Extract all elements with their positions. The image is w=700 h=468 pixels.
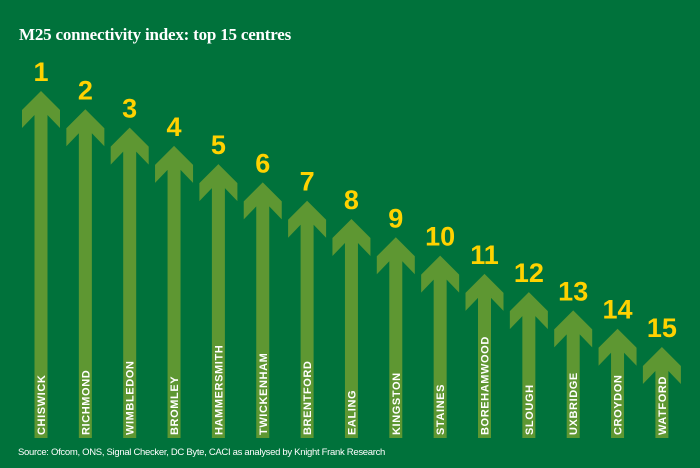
centre-label: RICHMOND [80,370,92,435]
centre-label: BOREHAMWOOD [480,336,492,435]
arrow-kingston: 9 KINGSTON [376,203,415,438]
rank-label: 3 [122,94,137,124]
arrow-watford: 15 WATFORD [642,313,681,438]
arrow-hammersmith: 5 HAMMERSMITH [199,130,238,438]
rank-label: 13 [558,276,588,306]
centre-label: WIMBLEDON [125,361,137,435]
rank-label: 10 [425,222,455,252]
arrow-shape [376,237,415,438]
arrow-croydon: 14 CROYDON [598,295,637,438]
rank-label: 4 [167,112,182,142]
arrow-ealing: 8 EALING [332,185,371,438]
arrow-bromley: 4 BROMLEY [155,112,194,438]
arrow-wimbledon: 3 WIMBLEDON [110,94,149,439]
arrow-shape [22,91,60,438]
arrow-borehamwood: 11 BOREHAMWOOD [465,240,504,438]
rank-label: 7 [300,167,315,197]
arrow-richmond: 2 RICHMOND [66,75,105,439]
rank-label: 14 [603,295,633,325]
arrow-shape [598,328,637,438]
centre-label: BROMLEY [169,376,181,435]
arrow-shape [199,164,238,438]
arrow-shape [288,200,327,438]
rank-label: 6 [255,148,270,178]
arrow-chiswick: 1 CHISWICK [22,57,60,438]
arrow-shape [642,347,681,438]
centre-label: UXBRIDGE [568,372,580,435]
arrow-shape [509,292,548,438]
centre-label: HAMMERSMITH [213,345,225,435]
source-note: Source: Ofcom, ONS, Signal Checker, DC B… [18,447,386,458]
arrow-shape [332,219,371,438]
arrow-shape [421,255,460,438]
arrow-shape [243,182,282,438]
rank-label: 12 [514,258,544,288]
arrow-shape [66,109,105,439]
arrow-brentford: 7 BRENTFORD [288,167,327,438]
arrow-shape [110,127,149,439]
rank-label: 1 [33,57,48,87]
rank-label: 2 [78,75,93,105]
rank-label: 8 [344,185,359,215]
rank-label: 9 [388,203,403,233]
centre-label: CROYDON [613,375,625,435]
centre-label: CHISWICK [36,375,48,435]
chart-title: M25 connectivity index: top 15 centres [19,25,292,44]
centre-label: EALING [346,390,358,435]
arrow-shape [155,145,194,438]
centre-label: KINGSTON [391,372,403,435]
arrow-slough: 12 SLOUGH [509,258,548,438]
centre-label: TWICKENHAM [258,353,270,435]
arrow-staines: 10 STAINES [421,222,460,438]
rank-label: 5 [211,130,226,160]
rank-label: 11 [470,240,499,270]
arrow-shape [554,310,593,438]
centre-label: STAINES [435,384,447,435]
arrow-shape [465,273,504,438]
arrow-twickenham: 6 TWICKENHAM [243,148,282,438]
centre-label: WATFORD [657,376,669,435]
rank-label: 15 [647,313,677,343]
centre-label: BRENTFORD [302,361,314,435]
arrow-uxbridge: 13 UXBRIDGE [554,276,593,438]
centre-label: SLOUGH [524,384,536,435]
